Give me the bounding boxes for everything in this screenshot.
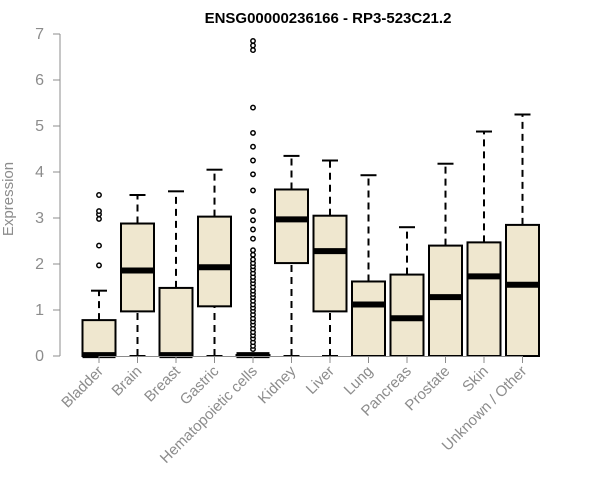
outlier-point [96,192,102,198]
box-lung [351,174,386,358]
box-iqr [428,244,463,358]
box-unknown-other [505,113,540,357]
outlier-point [250,187,256,194]
box-brain [120,194,155,357]
box-iqr [505,223,540,357]
outlier-point [250,235,256,242]
outlier-point [250,42,256,49]
x-tick-label: Skin [459,363,492,396]
outlier-point [96,208,102,215]
box-hematopoietic-cells [235,37,271,359]
outlier-point [250,171,256,178]
box-iqr [158,286,194,358]
box-breast [158,190,194,359]
box-iqr [197,215,232,308]
box-iqr [312,214,348,313]
x-tick-label: Lung [341,363,377,399]
y-axis-label: Expression [0,162,17,236]
box-bladder [81,192,117,359]
outlier-point [250,157,256,164]
outlier-point [250,247,256,254]
outlier-point [250,226,256,233]
outlier-point [250,217,256,224]
box-kidney [274,154,309,357]
outlier-point [250,47,256,54]
outlier-point [250,129,256,136]
outlier-point [250,251,256,258]
x-tick-label: Bladder [58,363,107,412]
plot-area [81,37,540,359]
y-tick-label: 7 [35,26,44,43]
outlier-point [250,143,256,150]
box-iqr [466,241,502,358]
y-tick-label: 2 [35,256,44,273]
box-prostate [428,162,463,358]
outlier-point [250,256,256,263]
box-skin [466,130,502,358]
outlier-point [96,242,102,249]
outlier-point [250,104,256,111]
outlier-point [96,262,102,269]
y-tick-label: 0 [35,348,44,365]
y-tick-label: 4 [35,164,44,181]
outlier-point [250,208,256,215]
box-iqr [81,319,117,357]
y-tick-label: 5 [35,118,44,135]
y-tick-label: 3 [35,210,44,227]
y-tick-label: 1 [35,302,44,319]
box-gastric [197,168,232,357]
x-tick-label: Brain [109,363,146,400]
box-pancreas [389,226,425,357]
outlier-point [96,215,102,222]
y-axis: 0 1 2 3 4 5 6 7 [35,26,61,365]
outlier-point [250,37,256,44]
chart-title: ENSG00000236166 - RP3-523C21.2 [205,10,452,27]
box-iqr [351,280,386,358]
box-iqr [274,188,309,265]
x-tick-label: Kidney [255,362,300,407]
x-tick-label: Liver [303,363,338,398]
y-tick-label: 6 [35,72,44,89]
box-liver [312,159,348,357]
